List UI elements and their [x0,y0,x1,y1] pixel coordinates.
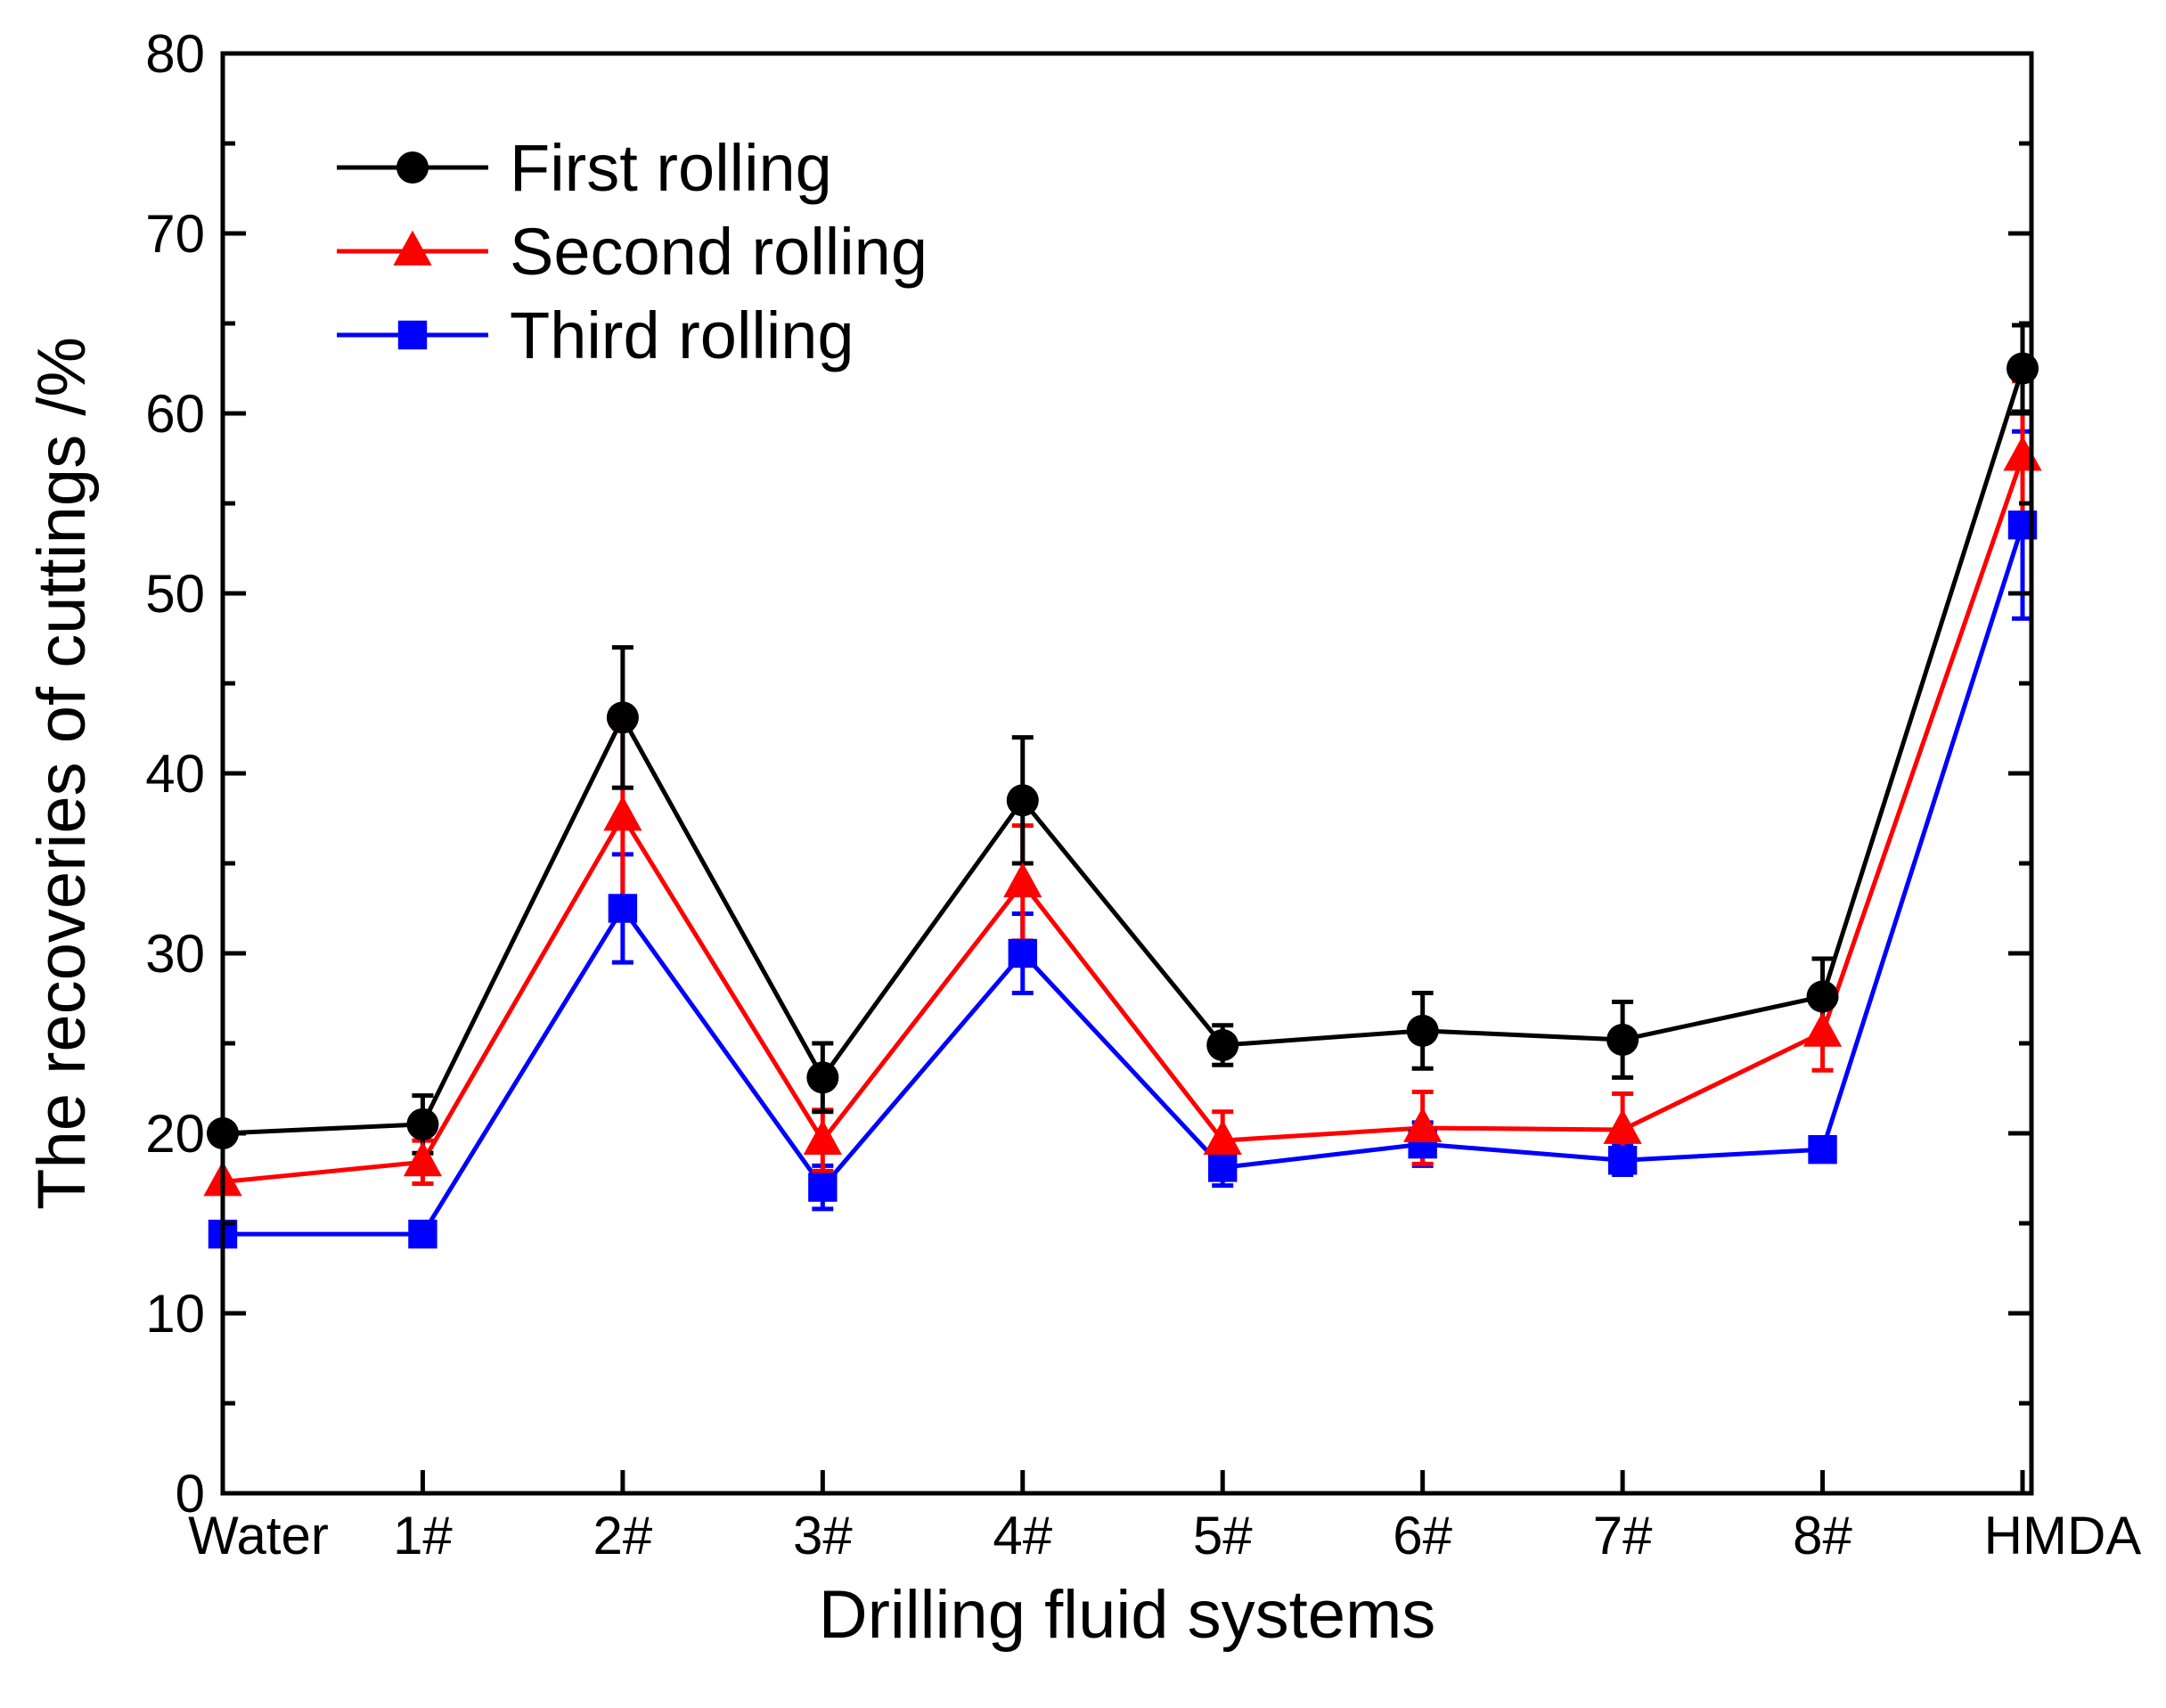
point-second-rolling-8 [1802,1011,1843,1047]
point-first-rolling-9 [2007,352,2039,385]
y-tick-label: 80 [145,24,205,84]
point-first-rolling-2 [606,701,639,734]
legend-item-second-rolling: Second rolling [337,215,928,289]
point-third-rolling-8 [1808,1134,1837,1165]
point-second-rolling-2 [603,796,642,831]
y-tick-label: 20 [145,1104,205,1164]
legend-item-third-rolling: Third rolling [337,298,854,372]
point-first-rolling-3 [806,1061,839,1094]
point-first-rolling-1 [406,1107,439,1140]
x-tick-label: 5# [1193,1506,1253,1565]
y-tick-label: 30 [145,924,205,984]
point-second-rolling-5 [1203,1119,1242,1155]
y-tick-label: 70 [145,204,205,264]
point-second-rolling-3 [803,1119,842,1155]
x-tick-label: 8# [1793,1506,1852,1565]
legend-marker-square [397,320,428,350]
point-second-rolling-9 [2003,436,2042,471]
point-third-rolling-3 [808,1173,838,1202]
point-second-rolling-6 [1403,1107,1443,1142]
x-tick-label: HMDA [1984,1506,2142,1565]
point-second-rolling-7 [1603,1108,1642,1144]
point-second-rolling-1 [403,1140,443,1177]
y-axis-title: The recoveries of cuttings /% [24,337,100,1210]
x-tick-label: 4# [993,1506,1052,1565]
legend-marker-triangle [393,230,432,266]
x-axis-title: Drilling fluid systems [819,1577,1436,1653]
point-first-rolling-6 [1406,1014,1439,1047]
y-tick-label: 40 [145,744,205,804]
point-third-rolling-5 [1208,1153,1238,1182]
series-line-first-rolling [222,367,2025,1136]
x-tick-label: Water [188,1506,329,1565]
y-tick-label: 10 [145,1284,205,1344]
point-first-rolling-4 [1006,784,1039,817]
point-third-rolling-2 [608,894,638,923]
point-third-rolling-7 [1607,1146,1638,1175]
legend-label: Second rolling [510,215,928,289]
x-tick-label: 1# [393,1506,453,1565]
y-tick-label: 60 [145,384,205,444]
x-tick-label: 7# [1593,1506,1653,1565]
legend-label: First rolling [510,131,832,205]
series-line-third-rolling [223,524,2025,1237]
point-second-rolling-4 [1003,862,1042,898]
legend-item-first-rolling: First rolling [337,131,832,205]
point-first-rolling-7 [1606,1023,1639,1056]
point-first-rolling-5 [1206,1029,1239,1062]
point-third-rolling-4 [1008,938,1037,968]
plot-frame [220,51,2034,1496]
plot-layer [203,323,2042,1249]
series-line-second-rolling [222,455,2025,1185]
y-tick-label: 50 [145,564,205,624]
point-third-rolling-1 [408,1219,437,1249]
axes-layer: 0 10 20 30 40 50 60 70 80 Water 1# 2# 3# 4# 5# 6# 7# 8# HM… [145,24,2141,1565]
legend: First rolling Second rolling Third rolling [337,131,928,372]
legend-label: Third rolling [510,298,854,372]
x-tick-label: 3# [793,1506,853,1565]
x-tick-label: 6# [1393,1506,1452,1565]
y-tick-label: 0 [176,1464,205,1524]
x-tick-label: 2# [593,1506,653,1565]
legend-marker-circle [396,151,429,184]
point-first-rolling-8 [1806,980,1839,1013]
